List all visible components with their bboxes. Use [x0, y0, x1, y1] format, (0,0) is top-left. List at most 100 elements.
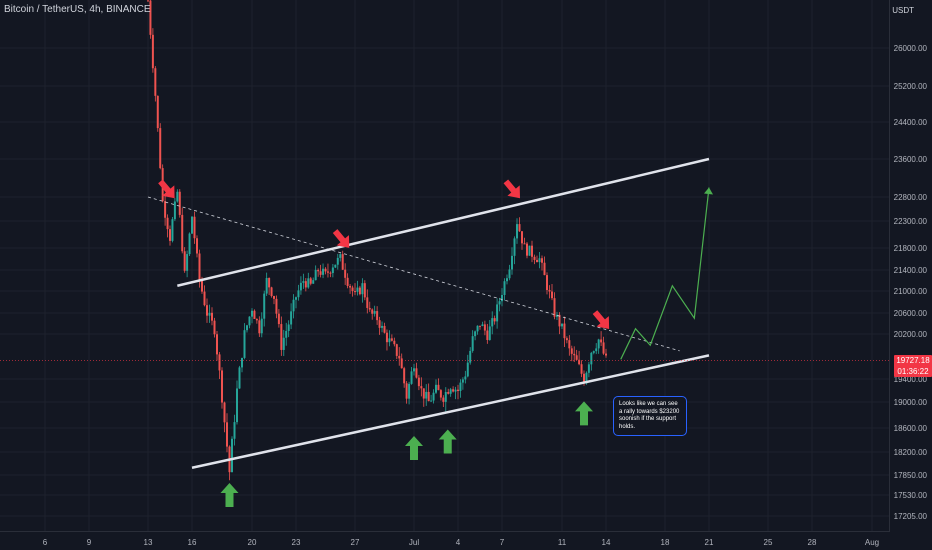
candle-body — [459, 382, 462, 392]
candle-body — [575, 355, 578, 360]
candle-body — [302, 281, 305, 283]
candle-body — [339, 254, 342, 258]
candle-body — [435, 384, 437, 393]
candle-body — [469, 350, 472, 363]
price-tick-label: 22800.00 — [894, 193, 928, 202]
candle-body — [186, 254, 189, 271]
price-tick-label: 19000.00 — [894, 398, 928, 407]
candle-body — [268, 277, 271, 288]
candle-body — [483, 324, 486, 331]
time-axis[interactable]: 6 9 13 16 20 23 27 Jul 4 7 11 14 18 21 25 28 Aug — [0, 531, 890, 550]
annotation-text: Looks like we can see a rally towards $2… — [619, 401, 680, 430]
candle-body — [226, 422, 228, 447]
candle-body — [346, 277, 349, 286]
candle-body — [600, 339, 603, 343]
price-tick-label: 20200.00 — [894, 330, 928, 339]
annotation-note[interactable]: Looks like we can see a rally towards $2… — [613, 396, 687, 436]
candle-body — [536, 259, 538, 263]
candle-body — [201, 280, 203, 292]
price-tick-label: 21400.00 — [894, 266, 928, 275]
candle-body — [314, 269, 317, 281]
candle-body — [595, 348, 598, 352]
candle-body — [373, 311, 376, 314]
projection-path — [620, 187, 710, 360]
candle-body — [568, 340, 571, 349]
candle-body — [466, 362, 469, 377]
candle-body — [188, 233, 191, 255]
arrow-down-icon — [592, 310, 610, 329]
grid — [0, 0, 890, 532]
candle-body — [292, 299, 295, 312]
candle-body — [390, 338, 393, 341]
candle-body — [464, 376, 467, 380]
candle-body — [263, 293, 266, 319]
candle-body — [231, 438, 233, 473]
candle-body — [590, 352, 593, 365]
candle-body — [341, 254, 344, 270]
candle-body — [444, 392, 447, 402]
price-tick-label: 17205.00 — [894, 512, 928, 521]
candle-body — [147, 0, 149, 2]
candle-body — [496, 304, 499, 322]
price-tick-label: 26000.00 — [894, 44, 928, 53]
candle-body — [166, 217, 169, 230]
arrow-up-icon — [220, 483, 239, 507]
price-ticks: 26000.00 25200.00 24400.00 23600.00 22800.00… — [894, 44, 928, 521]
candle-body — [351, 287, 354, 292]
last-price-badge: 19727.18 01:36:22 — [894, 354, 932, 377]
candle-body — [297, 290, 300, 298]
candle-body — [408, 383, 411, 399]
candle-body — [196, 238, 198, 254]
price-tick-label: 25200.00 — [894, 82, 928, 91]
candle-body — [176, 191, 179, 202]
price-axis[interactable]: USDT 26000.00 25200.00 24400.00 23600.00 228… — [889, 0, 932, 532]
arrow-up-shape — [438, 429, 457, 454]
candle-body — [251, 310, 253, 317]
time-tick-label: 4 — [456, 538, 461, 547]
candle-body — [508, 269, 511, 279]
candle-body — [183, 251, 186, 271]
time-tick-label: 16 — [188, 538, 197, 547]
arrow-up-icon — [575, 401, 593, 426]
candle-body — [255, 318, 258, 321]
candle-body — [474, 331, 477, 337]
projection-arrowhead — [704, 187, 713, 195]
candle-body — [597, 339, 600, 349]
candle-body — [556, 314, 558, 317]
candle-body — [516, 224, 518, 239]
candle-body — [363, 283, 366, 298]
arrow-up-shape — [405, 436, 423, 460]
arrow-down-icon — [503, 179, 520, 199]
last-price-value: 19727.18 — [896, 355, 930, 365]
candle-body — [558, 314, 561, 327]
time-tick-label: 6 — [43, 538, 48, 547]
candle-body — [248, 316, 251, 326]
candle-body — [587, 364, 590, 373]
price-tick-label: 22300.00 — [894, 217, 928, 226]
dashed-trendline — [147, 196, 680, 352]
candle-body — [439, 390, 442, 398]
candle-body — [216, 334, 218, 355]
candle-body — [324, 268, 327, 272]
candle-body — [420, 386, 423, 389]
candle-body — [551, 291, 553, 299]
candle-body — [151, 34, 154, 69]
time-tick-label: 23 — [292, 538, 301, 547]
candle-body — [548, 290, 551, 292]
time-tick-label: Jul — [409, 538, 419, 547]
candle-body — [322, 268, 325, 275]
candle-body — [553, 298, 556, 317]
candle-body — [518, 224, 521, 232]
candle-body — [265, 277, 268, 294]
candle-body — [546, 275, 548, 291]
candle-body — [223, 402, 226, 423]
candle-body — [413, 368, 415, 372]
candle-body — [506, 278, 508, 282]
candle-body — [181, 214, 184, 252]
arrow-down-shape — [503, 179, 520, 199]
price-chart[interactable] — [0, 0, 890, 532]
candle-body — [218, 354, 221, 371]
candle-body — [383, 325, 386, 333]
candle-body — [243, 330, 246, 358]
arrow-up-icon — [438, 429, 457, 454]
